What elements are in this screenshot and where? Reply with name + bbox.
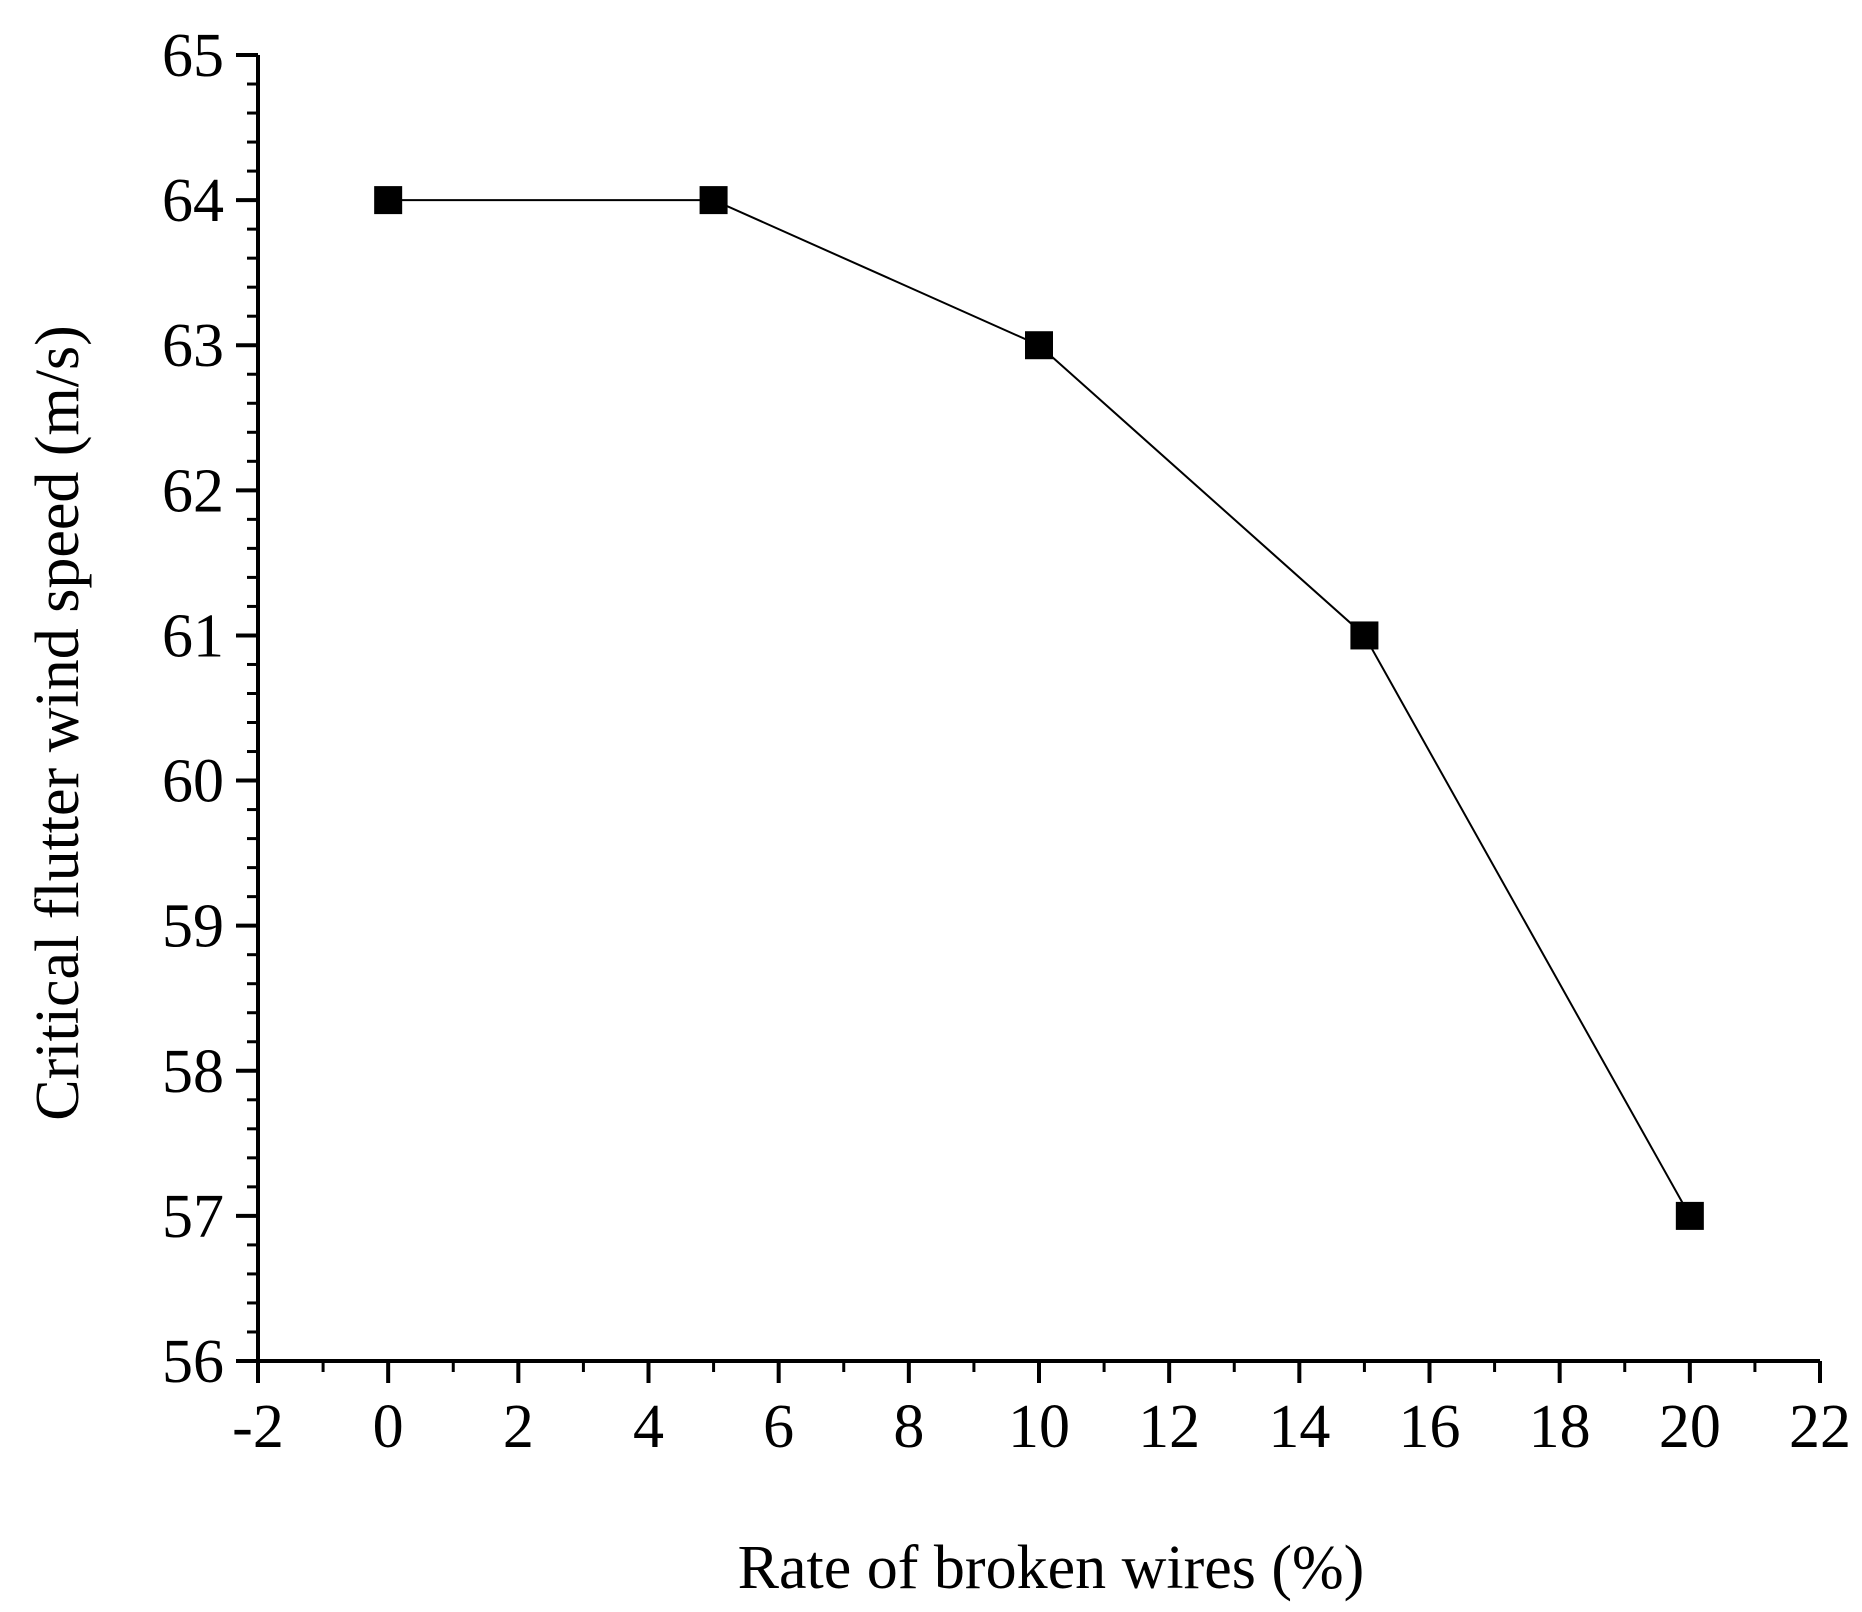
x-tick-label: 16 — [1399, 1393, 1461, 1461]
x-tick-label: 18 — [1529, 1393, 1591, 1461]
data-point-marker — [1025, 331, 1053, 360]
y-axis-label: Critical flutter wind speed (m/s) — [24, 325, 92, 1120]
y-tick-label: 56 — [162, 1328, 224, 1396]
data-point-marker — [699, 186, 728, 215]
x-tick-label: 6 — [763, 1393, 794, 1461]
x-axis-ticks: -2 0 2 4 6 8 10 12 14 16 18 20 22 — [232, 1361, 1851, 1461]
series-layer — [374, 186, 1704, 1230]
y-axis-ticks: 56 57 58 59 60 61 62 63 64 65 — [162, 22, 258, 1396]
x-tick-label: 12 — [1138, 1393, 1200, 1461]
x-tick-label: 4 — [633, 1393, 664, 1461]
data-point-marker — [1350, 621, 1379, 650]
x-tick-label: 10 — [1008, 1393, 1070, 1461]
x-axis-label: Rate of broken wires (%) — [738, 1534, 1365, 1602]
x-tick-label: 22 — [1789, 1393, 1851, 1461]
x-tick-label: 0 — [373, 1393, 404, 1461]
x-tick-label: 8 — [893, 1393, 924, 1461]
axes — [256, 55, 1820, 1363]
y-tick-label: 59 — [162, 893, 224, 961]
y-tick-label: 63 — [162, 312, 224, 380]
y-tick-label: 62 — [162, 457, 224, 525]
x-tick-label: -2 — [232, 1393, 284, 1461]
y-tick-label: 58 — [162, 1038, 224, 1106]
x-tick-label: 2 — [503, 1393, 534, 1461]
y-tick-label: 65 — [162, 22, 224, 90]
y-tick-label: 60 — [162, 748, 224, 816]
y-tick-label: 61 — [162, 602, 224, 670]
y-tick-label: 57 — [162, 1183, 224, 1251]
x-tick-label: 14 — [1268, 1393, 1330, 1461]
y-tick-label: 64 — [162, 167, 224, 235]
data-point-marker — [374, 186, 403, 215]
x-tick-label: 20 — [1659, 1393, 1721, 1461]
data-point-marker — [1675, 1201, 1704, 1230]
